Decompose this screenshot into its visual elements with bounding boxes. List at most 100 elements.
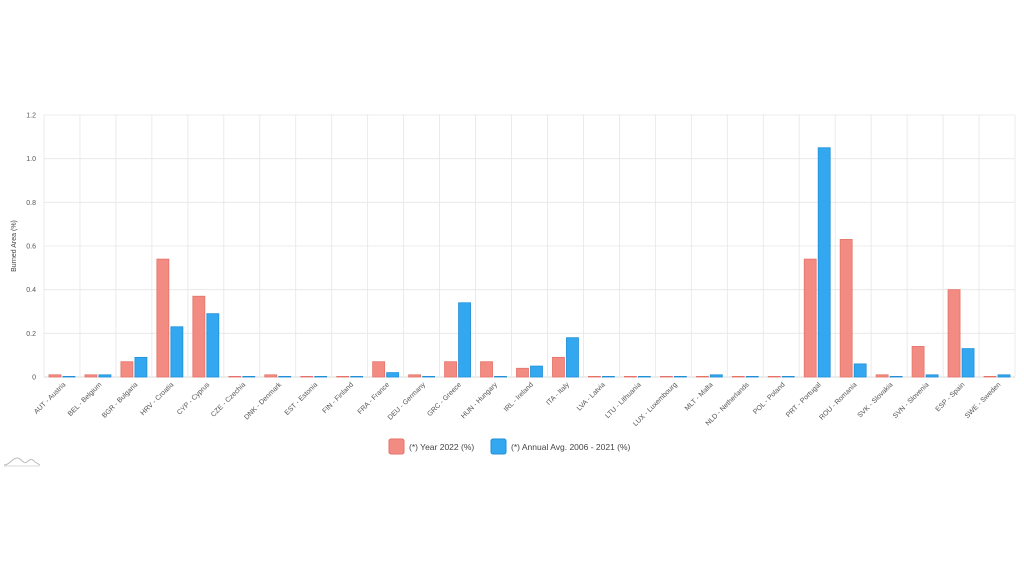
legend-item[interactable]: (*) Annual Avg. 2006 - 2021 (%) xyxy=(490,438,631,455)
bar-year-2022[interactable] xyxy=(516,367,529,378)
x-tick-label: CZE - Czechia xyxy=(210,381,247,418)
legend-swatch xyxy=(388,438,405,455)
bar-year-2022[interactable] xyxy=(588,375,601,378)
bar-year-2022[interactable] xyxy=(156,258,170,378)
x-tick-label: LVA - Latvia xyxy=(576,381,607,412)
bar-annual-avg[interactable] xyxy=(673,375,687,378)
legend-label: (*) Year 2022 (%) xyxy=(409,442,474,452)
bar-year-2022[interactable] xyxy=(911,346,925,378)
x-tick-label: DNK - Denmark xyxy=(243,381,283,421)
bar-year-2022[interactable] xyxy=(767,375,781,378)
x-tick-label: ROU - Romania xyxy=(818,381,858,421)
y-axis: 0 0.2 0.4 0.6 0.8 1.0 1.2 xyxy=(26,113,36,382)
y-tick-label: 0.4 xyxy=(26,287,36,294)
bar-annual-avg[interactable] xyxy=(602,375,615,378)
bar-annual-avg[interactable] xyxy=(709,374,723,378)
bar-annual-avg[interactable] xyxy=(62,375,76,378)
x-tick-label: SWE - Sweden xyxy=(964,381,1003,420)
x-tick-label: POL - Poland xyxy=(752,381,787,416)
x-tick-label: EST - Estonia xyxy=(284,381,319,416)
bar-annual-avg[interactable] xyxy=(134,356,148,378)
bar-annual-avg[interactable] xyxy=(278,375,292,378)
bar-annual-avg[interactable] xyxy=(961,348,975,378)
wave-logo-icon xyxy=(3,457,41,467)
y-tick-label: 0.8 xyxy=(26,200,36,207)
x-tick-label: FIN - Finland xyxy=(322,381,356,415)
bar-annual-avg[interactable] xyxy=(206,313,220,378)
x-tick-label: CYP - Cyprus xyxy=(176,381,211,416)
x-tick-label: ESP - Spain xyxy=(935,381,967,413)
bar-annual-avg[interactable] xyxy=(997,374,1011,378)
bar-year-2022[interactable] xyxy=(372,361,386,378)
bar-year-2022[interactable] xyxy=(623,375,637,378)
x-tick-label: LTU - Lithuania xyxy=(604,381,642,419)
x-tick-label: FRA - France xyxy=(357,381,391,415)
bar-year-2022[interactable] xyxy=(947,289,961,378)
bar-annual-avg[interactable] xyxy=(637,375,651,378)
x-tick-label: HUN - Hungary xyxy=(460,381,499,420)
bar-annual-avg[interactable] xyxy=(170,326,184,378)
legend: (*) Year 2022 (%) (*) Annual Avg. 2006 - … xyxy=(388,438,631,455)
bar-annual-avg[interactable] xyxy=(781,375,795,378)
bar-annual-avg[interactable] xyxy=(566,337,579,378)
bar-annual-avg[interactable] xyxy=(98,374,112,378)
bar-annual-avg[interactable] xyxy=(889,375,903,378)
x-tick-label: DEU - Germany xyxy=(387,381,428,422)
bar-annual-avg[interactable] xyxy=(350,375,364,378)
bar-year-2022[interactable] xyxy=(264,374,278,378)
y-tick-label: 0.2 xyxy=(26,331,36,338)
bar-annual-avg[interactable] xyxy=(853,363,867,378)
x-tick-label: MLT - Malta xyxy=(684,381,715,412)
legend-label: (*) Annual Avg. 2006 - 2021 (%) xyxy=(511,442,631,452)
x-tick-label: ITA - Italy xyxy=(545,381,571,407)
bar-annual-avg[interactable] xyxy=(817,147,831,378)
bar-year-2022[interactable] xyxy=(695,375,709,378)
bar-year-2022[interactable] xyxy=(444,361,457,378)
bar-year-2022[interactable] xyxy=(192,295,206,378)
bars xyxy=(48,147,1011,378)
x-tick-label: HRV - Croatia xyxy=(140,381,176,417)
y-tick-label: 1.0 xyxy=(26,156,36,163)
bar-year-2022[interactable] xyxy=(659,375,673,378)
bar-year-2022[interactable] xyxy=(300,375,314,378)
x-tick-label: BEL - Belgium xyxy=(67,381,104,418)
y-axis-title: Burned Area (%) xyxy=(11,220,18,272)
bar-year-2022[interactable] xyxy=(408,374,422,378)
bar-year-2022[interactable] xyxy=(336,375,350,378)
x-tick-label: AUT - Austria xyxy=(33,381,67,415)
bar-year-2022[interactable] xyxy=(480,361,493,378)
bar-annual-avg[interactable] xyxy=(745,375,759,378)
bar-annual-avg[interactable] xyxy=(386,372,400,378)
x-tick-label: IRL - Ireland xyxy=(503,381,535,413)
x-tick-label: BGR - Bulgaria xyxy=(101,381,139,419)
bar-year-2022[interactable] xyxy=(120,361,134,378)
bar-year-2022[interactable] xyxy=(983,375,997,378)
bar-annual-avg[interactable] xyxy=(530,365,543,378)
bar-annual-avg[interactable] xyxy=(458,302,471,378)
bar-annual-avg[interactable] xyxy=(242,375,256,378)
bar-year-2022[interactable] xyxy=(839,239,853,378)
x-tick-label: SVN - Slovenia xyxy=(892,381,931,420)
bar-year-2022[interactable] xyxy=(803,258,817,378)
y-tick-label: 1.2 xyxy=(26,113,36,120)
x-tick-label: PRT - Portugal xyxy=(785,381,823,419)
bar-year-2022[interactable] xyxy=(875,374,889,378)
bar-annual-avg[interactable] xyxy=(494,375,507,378)
legend-swatch xyxy=(490,438,507,455)
bar-year-2022[interactable] xyxy=(48,374,62,378)
bar-year-2022[interactable] xyxy=(731,375,745,378)
grid xyxy=(43,114,1016,378)
bar-annual-avg[interactable] xyxy=(422,375,436,378)
bar-year-2022[interactable] xyxy=(84,374,98,378)
x-tick-label: GRC - Greece xyxy=(426,381,463,418)
legend-item[interactable]: (*) Year 2022 (%) xyxy=(388,438,474,455)
bar-annual-avg[interactable] xyxy=(925,374,939,378)
bar-annual-avg[interactable] xyxy=(314,375,328,378)
y-tick-label: 0 xyxy=(32,375,36,382)
x-tick-label: SVK - Slovakia xyxy=(857,381,895,419)
y-tick-label: 0.6 xyxy=(26,244,36,251)
bar-year-2022[interactable] xyxy=(228,375,242,378)
bar-year-2022[interactable] xyxy=(552,356,565,378)
